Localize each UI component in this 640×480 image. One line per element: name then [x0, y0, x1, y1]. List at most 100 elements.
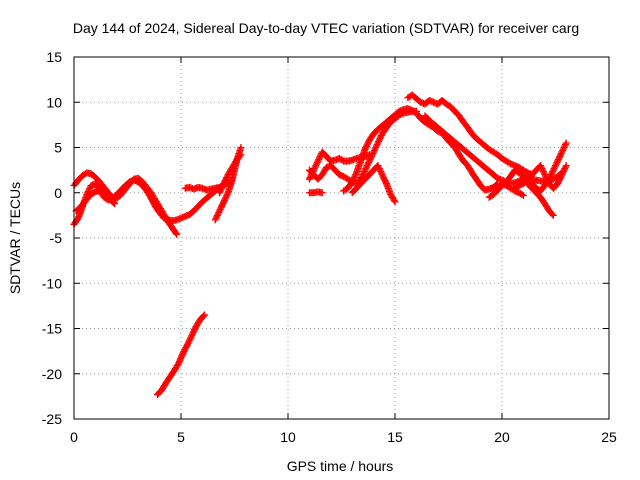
plus-marker [556, 151, 564, 159]
data-point [173, 230, 181, 238]
data-point [102, 191, 110, 199]
data-point [318, 171, 326, 179]
plus-marker [375, 137, 383, 145]
data-point [166, 372, 174, 380]
data-point [459, 157, 467, 165]
data-point [237, 144, 245, 151]
data-point [374, 139, 382, 147]
data-point [404, 94, 412, 102]
plus-marker [377, 133, 385, 141]
plus-marker [362, 163, 370, 171]
x-tick-label: 5 [177, 429, 185, 445]
data-point [549, 166, 557, 174]
plus-marker [559, 147, 567, 155]
y-tick-label: -20 [42, 366, 62, 382]
data-point [224, 171, 232, 179]
data-point [357, 157, 365, 165]
data-point [464, 149, 472, 157]
data-point [498, 180, 506, 188]
plus-marker [380, 174, 388, 182]
plus-marker [217, 204, 225, 212]
data-point [481, 142, 489, 150]
y-tick-label: -25 [42, 411, 62, 427]
plus-marker [379, 172, 387, 180]
plus-marker [366, 156, 374, 164]
data-point [331, 166, 339, 174]
data-point [370, 148, 378, 156]
data-point [76, 203, 84, 211]
data-point [537, 162, 545, 170]
data-point [74, 214, 82, 222]
data-point [331, 156, 339, 164]
data-point [489, 171, 497, 179]
data-point [220, 198, 228, 206]
data-point [160, 210, 168, 218]
data-point [382, 118, 390, 126]
data-point [425, 116, 433, 124]
data-point [485, 185, 493, 193]
data-point [532, 189, 540, 197]
plus-marker [540, 169, 548, 177]
data-point [545, 180, 553, 188]
plus-marker [551, 163, 559, 171]
data-point [494, 151, 502, 159]
data-point [220, 180, 228, 188]
data-point [519, 191, 527, 199]
plus-marker [310, 165, 318, 173]
plus-marker [376, 134, 384, 142]
data-point [378, 122, 386, 130]
data-point [554, 157, 562, 165]
plus-marker [390, 196, 398, 204]
data-point [421, 112, 429, 120]
plus-marker [221, 178, 229, 186]
data-point [310, 171, 318, 179]
series-track-15 [485, 139, 570, 201]
plus-marker [552, 160, 560, 168]
plus-marker [364, 139, 372, 147]
data-point [391, 198, 399, 206]
data-point [528, 184, 536, 192]
data-point [485, 167, 493, 175]
plus-marker [559, 169, 567, 177]
data-point [348, 178, 356, 186]
plus-marker [221, 177, 229, 185]
plus-marker [557, 150, 565, 158]
plus-marker [223, 174, 231, 182]
data-point [472, 175, 480, 183]
plus-marker [213, 211, 221, 219]
data-point [374, 125, 382, 133]
plus-marker [544, 177, 552, 185]
data-point [519, 175, 527, 183]
data-point [314, 188, 322, 196]
data-point [477, 160, 485, 168]
data-point [498, 154, 506, 162]
data-point [430, 120, 438, 128]
data-point [545, 207, 553, 215]
plus-marker [380, 175, 388, 183]
data-point [417, 115, 425, 123]
y-tick-label: -5 [50, 230, 63, 246]
series-track-13 [404, 91, 536, 179]
data-point [348, 156, 356, 164]
plus-marker [372, 144, 380, 151]
data-point [558, 171, 566, 179]
data-point [201, 311, 209, 319]
plus-marker [362, 144, 370, 152]
plus-marker [555, 154, 563, 162]
series-track-18 [489, 180, 527, 199]
data-point [558, 148, 566, 156]
data-point [485, 193, 493, 201]
y-tick-label: -10 [42, 275, 62, 291]
data-point [113, 194, 121, 202]
plus-marker [376, 166, 384, 174]
plus-marker [223, 190, 231, 198]
y-tick-label: -15 [42, 321, 62, 337]
data-point [147, 189, 155, 197]
data-point [382, 180, 390, 188]
plus-marker [363, 141, 371, 149]
x-tick-label: 25 [601, 429, 617, 445]
plus-marker [212, 214, 220, 222]
data-point [408, 106, 416, 114]
plus-marker [556, 175, 564, 183]
